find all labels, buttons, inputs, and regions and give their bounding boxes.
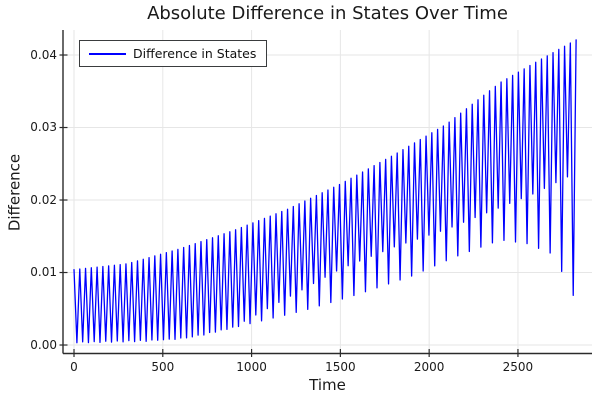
series-lines: [73, 39, 577, 344]
legend-label: Difference in States: [133, 46, 257, 61]
legend: Difference in States: [79, 40, 268, 67]
x-tick-label: 1000: [236, 359, 267, 374]
y-tick-label: 0.00: [30, 337, 57, 352]
y-tick-label: 0.02: [30, 192, 57, 207]
difference-series-line: [73, 39, 577, 344]
axes: [59, 30, 592, 357]
x-tick-label: 0: [70, 359, 78, 374]
x-tick-label: 1500: [325, 359, 356, 374]
legend-line-sample: [89, 52, 126, 55]
y-tick-label: 0.01: [30, 265, 57, 280]
y-tick-label: 0.03: [30, 120, 57, 134]
x-tick-label: 500: [151, 359, 175, 374]
x-tick-label: 2500: [502, 359, 534, 374]
x-axis-label: Time: [309, 376, 346, 394]
y-tick-label: 0.04: [30, 47, 57, 62]
chart-title: Absolute Difference in States Over Time: [147, 3, 508, 24]
x-tick-label: 2000: [413, 359, 445, 374]
